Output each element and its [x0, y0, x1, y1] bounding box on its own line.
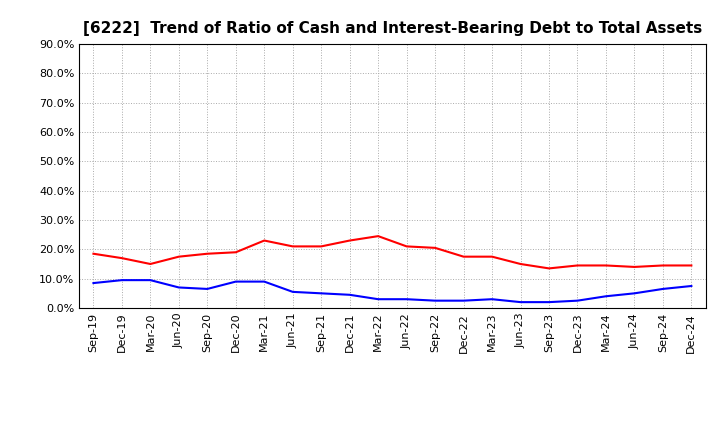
Interest-Bearing Debt [659, 286, 667, 292]
Cash [89, 251, 98, 257]
Interest-Bearing Debt [431, 298, 439, 303]
Cash [516, 261, 525, 267]
Cash [459, 254, 468, 259]
Cash [487, 254, 496, 259]
Title: [6222]  Trend of Ratio of Cash and Interest-Bearing Debt to Total Assets: [6222] Trend of Ratio of Cash and Intere… [83, 21, 702, 36]
Interest-Bearing Debt [602, 293, 611, 299]
Interest-Bearing Debt [516, 300, 525, 305]
Cash [317, 244, 325, 249]
Cash [117, 256, 126, 261]
Interest-Bearing Debt [260, 279, 269, 284]
Cash [602, 263, 611, 268]
Interest-Bearing Debt [317, 291, 325, 296]
Interest-Bearing Debt [402, 297, 411, 302]
Cash [289, 244, 297, 249]
Cash [402, 244, 411, 249]
Interest-Bearing Debt [117, 278, 126, 283]
Line: Cash: Cash [94, 236, 691, 268]
Interest-Bearing Debt [687, 283, 696, 289]
Cash [687, 263, 696, 268]
Interest-Bearing Debt [346, 292, 354, 297]
Cash [232, 249, 240, 255]
Cash [431, 245, 439, 250]
Cash [374, 234, 382, 239]
Interest-Bearing Debt [174, 285, 183, 290]
Cash [346, 238, 354, 243]
Cash [146, 261, 155, 267]
Cash [260, 238, 269, 243]
Cash [573, 263, 582, 268]
Interest-Bearing Debt [289, 289, 297, 294]
Cash [659, 263, 667, 268]
Interest-Bearing Debt [203, 286, 212, 292]
Cash [174, 254, 183, 259]
Line: Interest-Bearing Debt: Interest-Bearing Debt [94, 280, 691, 302]
Interest-Bearing Debt [89, 280, 98, 286]
Interest-Bearing Debt [374, 297, 382, 302]
Interest-Bearing Debt [232, 279, 240, 284]
Cash [203, 251, 212, 257]
Interest-Bearing Debt [146, 278, 155, 283]
Cash [630, 264, 639, 270]
Interest-Bearing Debt [459, 298, 468, 303]
Interest-Bearing Debt [545, 300, 554, 305]
Interest-Bearing Debt [630, 291, 639, 296]
Interest-Bearing Debt [573, 298, 582, 303]
Cash [545, 266, 554, 271]
Interest-Bearing Debt [487, 297, 496, 302]
